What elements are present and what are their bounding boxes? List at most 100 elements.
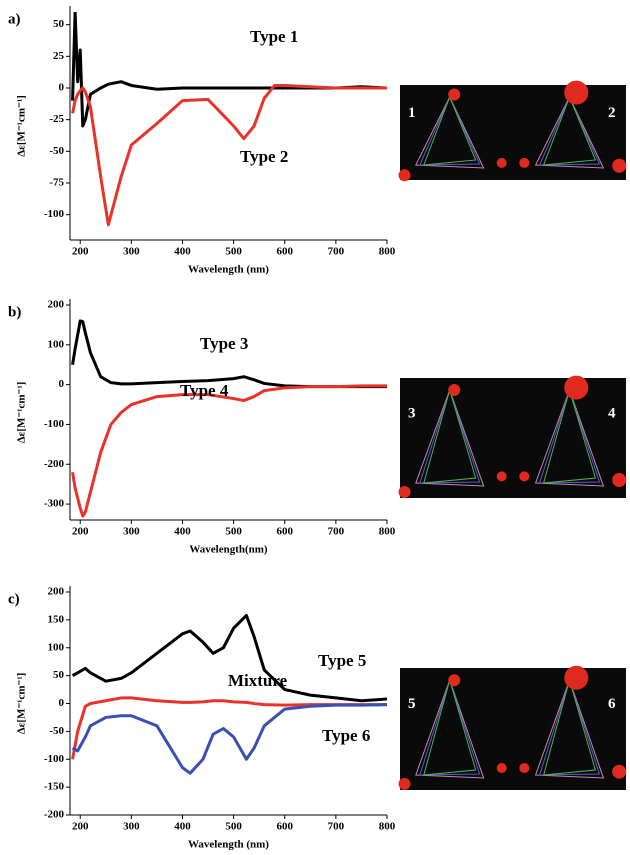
x-tick-label: 400: [174, 246, 191, 258]
series-line: [71, 696, 387, 760]
y-tick-label: 0: [59, 82, 65, 94]
sphere: [448, 88, 461, 101]
x-tick-label: 800: [379, 246, 396, 258]
y-axis-title: Δε[M⁻¹cm⁻¹]: [16, 673, 28, 735]
x-tick-label: 600: [276, 246, 293, 258]
sphere: [398, 486, 411, 498]
sphere: [398, 169, 411, 182]
strand: [538, 388, 601, 484]
image-label: 5: [408, 696, 416, 712]
y-tick-label: -100: [44, 208, 65, 220]
y-tick-label: 100: [48, 641, 65, 653]
strand: [538, 95, 601, 166]
x-tick-label: 300: [123, 821, 140, 833]
x-tick-label: 400: [174, 526, 191, 538]
y-tick-label: -100: [44, 753, 65, 765]
y-tick-label: -300: [44, 498, 65, 510]
series-line: [71, 12, 387, 128]
x-axis-title: Wavelength(nm): [189, 544, 268, 556]
x-tick-label: 500: [225, 821, 242, 833]
image-label: 3: [408, 405, 416, 421]
y-tick-label: -150: [44, 781, 65, 793]
structure-image: [400, 668, 626, 790]
y-tick-label: 50: [53, 18, 65, 30]
strand: [534, 678, 605, 779]
image-label: 2: [608, 105, 616, 121]
sphere: [448, 384, 461, 396]
x-tick-label: 700: [328, 821, 345, 833]
sphere: [496, 471, 507, 482]
panel-label: a): [8, 11, 21, 27]
x-tick-label: 800: [379, 821, 396, 833]
panel-label: b): [8, 304, 21, 320]
x-tick-label: 700: [328, 526, 345, 538]
sphere: [612, 158, 627, 173]
sphere: [398, 777, 411, 790]
series-label: Type 4: [180, 381, 229, 400]
y-tick-label: -75: [49, 177, 64, 189]
sphere: [519, 157, 530, 168]
y-tick-label: 50: [53, 669, 65, 681]
sphere: [519, 763, 530, 774]
y-axis-title: Δε[M⁻¹cm⁻¹]: [16, 95, 28, 157]
strand: [415, 678, 485, 779]
strand: [419, 388, 481, 484]
y-tick-label: -200: [44, 458, 65, 470]
strand: [542, 678, 597, 776]
x-tick-label: 500: [225, 246, 242, 258]
x-tick-label: 200: [72, 821, 89, 833]
series-label: Type 1: [250, 27, 298, 46]
series-label: Type 5: [318, 651, 366, 670]
image-label: 4: [608, 405, 616, 421]
sphere: [564, 375, 589, 400]
y-tick-label: -50: [49, 145, 64, 157]
strand: [534, 95, 605, 169]
strand: [534, 388, 605, 487]
series-line: [71, 613, 387, 703]
structure-image: [400, 378, 626, 498]
strand: [542, 95, 597, 166]
y-tick-label: 150: [48, 613, 65, 625]
y-tick-label: 0: [59, 697, 65, 709]
series-line: [71, 384, 387, 518]
image-label: 1: [408, 105, 416, 121]
sphere: [448, 674, 461, 687]
strand: [419, 95, 481, 166]
strand: [419, 678, 481, 776]
y-tick-label: 25: [53, 50, 65, 62]
x-tick-label: 400: [174, 821, 191, 833]
series-label: Type 6: [322, 726, 370, 745]
sphere: [519, 471, 530, 482]
y-tick-label: -200: [44, 809, 65, 821]
y-tick-label: -50: [49, 725, 64, 737]
series-label: Type 3: [200, 334, 248, 353]
strand: [423, 678, 477, 776]
image-label: 6: [608, 696, 616, 712]
y-tick-label: 100: [48, 338, 65, 350]
x-axis-title: Wavelength (nm): [188, 839, 269, 851]
x-tick-label: 600: [276, 821, 293, 833]
y-tick-label: 0: [59, 378, 65, 390]
y-axis-title: Δε[M⁻¹cm⁻¹]: [16, 382, 28, 444]
x-tick-label: 800: [379, 526, 396, 538]
series-line: [71, 319, 387, 389]
y-tick-label: 200: [48, 586, 65, 598]
panel-label: c): [8, 591, 20, 607]
x-tick-label: 200: [72, 246, 89, 258]
strand: [423, 388, 477, 484]
strand: [538, 678, 601, 776]
series-line: [71, 703, 387, 775]
strand: [415, 95, 485, 169]
x-tick-label: 500: [225, 526, 242, 538]
y-tick-label: -25: [49, 113, 64, 125]
sphere: [564, 80, 589, 105]
x-tick-label: 700: [328, 246, 345, 258]
sphere: [612, 764, 627, 779]
sphere: [564, 665, 589, 690]
series-label: Mixture: [228, 671, 288, 690]
series-label: Type 2: [240, 147, 288, 166]
strand: [423, 95, 477, 166]
sphere: [496, 763, 507, 774]
y-tick-label: -100: [44, 418, 65, 430]
